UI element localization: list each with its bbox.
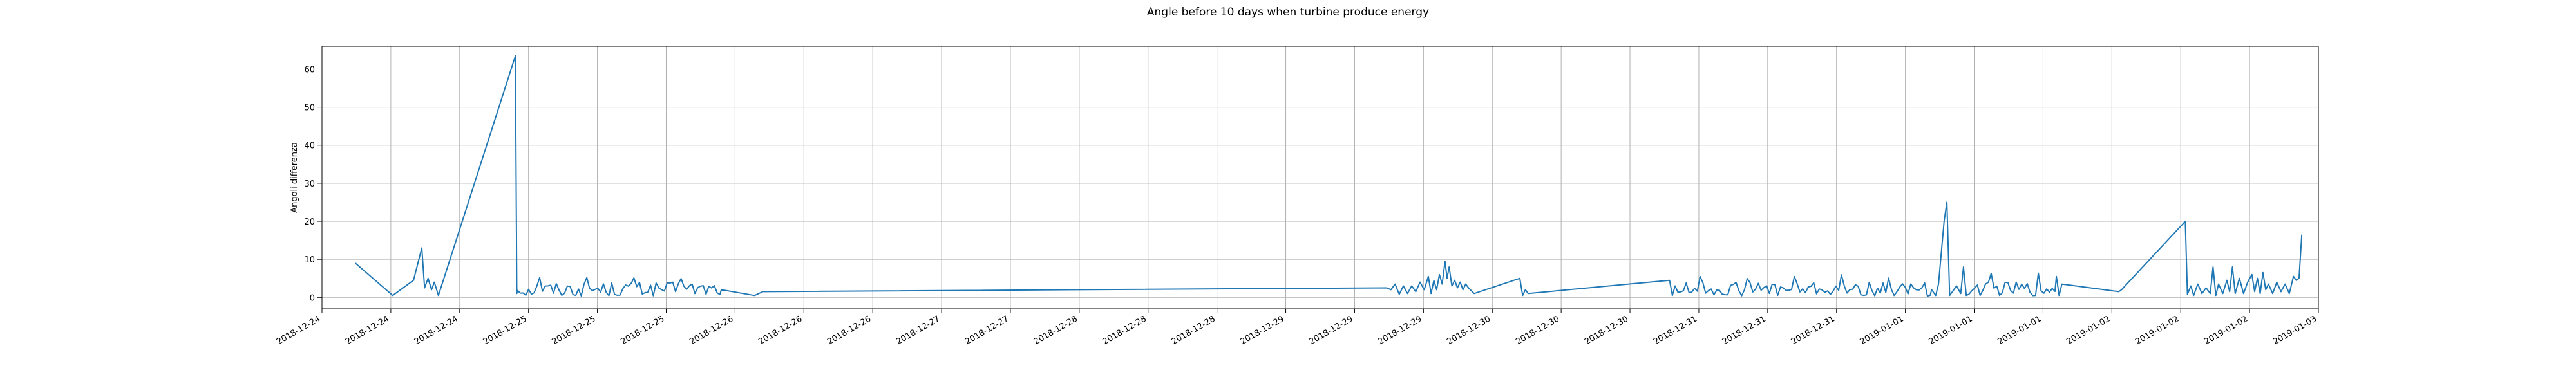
x-tick-label: 2019-01-01	[1996, 314, 2043, 347]
x-tick-label: 2018-12-29	[1239, 314, 1286, 347]
x-tick-label: 2019-01-02	[2065, 314, 2112, 347]
y-tick-label: 40	[304, 142, 315, 151]
x-tick-label: 2018-12-29	[1376, 314, 1423, 347]
x-tick-label: 2018-12-24	[413, 314, 460, 347]
y-tick-label: 60	[304, 65, 315, 75]
x-tick-label: 2018-12-30	[1514, 314, 1561, 347]
x-tick-label: 2019-01-01	[1927, 314, 1975, 347]
x-tick-label: 2018-12-26	[826, 314, 873, 347]
chart-title: Angle before 10 days when turbine produc…	[1147, 6, 1429, 19]
x-tick-label: 2018-12-28	[1101, 314, 1148, 347]
y-tick-label: 0	[310, 293, 315, 303]
x-tick-label: 2019-01-01	[1859, 314, 1906, 347]
x-tick-label: 2018-12-31	[1652, 314, 1699, 347]
x-tick-label: 2018-12-24	[275, 314, 322, 347]
x-tick-label: 2018-12-28	[1170, 314, 1217, 347]
series-line	[355, 55, 2303, 297]
x-tick-label: 2018-12-30	[1445, 314, 1492, 347]
x-tick-label: 2018-12-29	[1308, 314, 1355, 347]
x-tick-label: 2018-12-28	[1032, 314, 1079, 347]
x-tick-label: 2019-01-02	[2134, 314, 2181, 347]
y-tick-label: 30	[304, 179, 315, 189]
grid-layer	[321, 46, 2319, 309]
y-axis-label: Angoli differenza	[290, 142, 299, 213]
plot-frame	[321, 46, 2319, 309]
y-tick-label: 10	[304, 255, 315, 265]
x-tick-label: 2018-12-24	[344, 314, 391, 347]
x-tick-label: 2019-01-02	[2202, 314, 2249, 347]
x-axis: 2018-12-24 2018-12-24 2018-12-24 2018-12-25…	[275, 309, 2319, 347]
x-tick-label: 2018-12-25	[482, 314, 529, 347]
x-tick-label: 2018-12-27	[895, 314, 942, 347]
x-tick-label: 2018-12-26	[757, 314, 804, 347]
y-axis: 0 10 20 30 40 50 60	[304, 65, 322, 303]
x-tick-label: 2018-12-26	[688, 314, 735, 347]
x-tick-label: 2019-01-03	[2271, 314, 2318, 347]
y-tick-label: 50	[304, 104, 315, 113]
x-tick-label: 2018-12-25	[620, 314, 667, 347]
x-tick-label: 2018-12-27	[963, 314, 1010, 347]
x-tick-label: 2018-12-30	[1583, 314, 1630, 347]
series-layer	[355, 55, 2303, 297]
x-tick-label: 2018-12-31	[1721, 314, 1768, 347]
y-tick-label: 20	[304, 217, 315, 227]
x-tick-label: 2018-12-25	[551, 314, 598, 347]
x-tick-label: 2018-12-31	[1790, 314, 1837, 347]
